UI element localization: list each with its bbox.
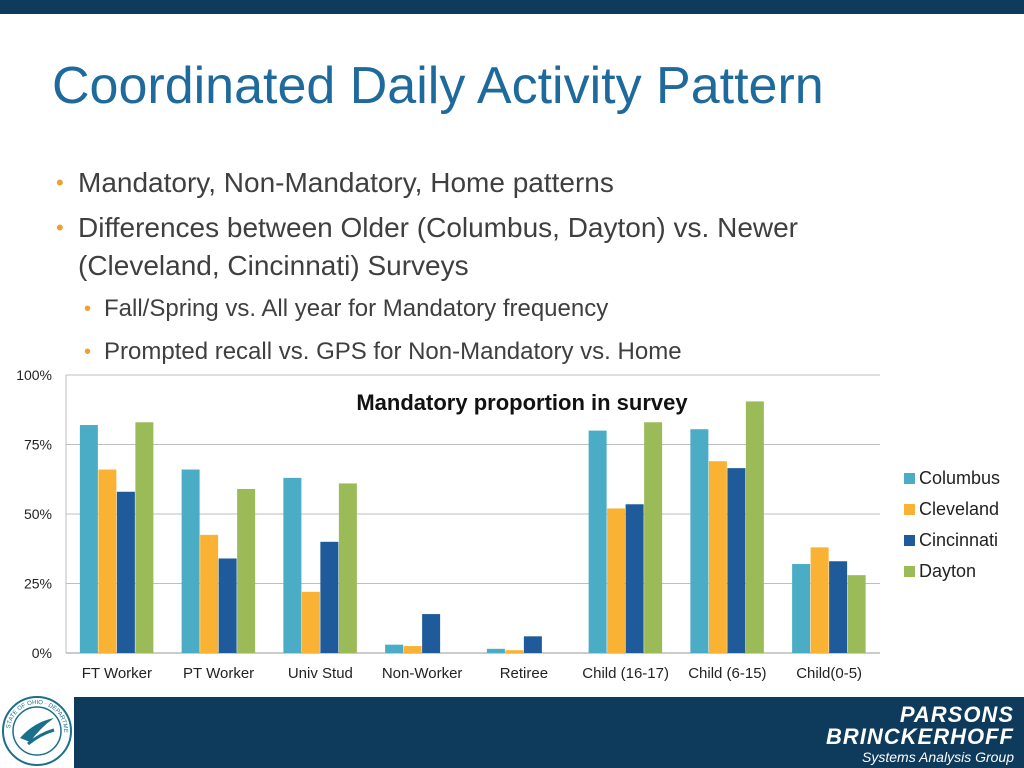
bar-dayton <box>237 488 256 653</box>
bar-dayton <box>745 401 764 653</box>
bar-cincinnati <box>218 558 237 653</box>
bar-columbus <box>181 469 200 653</box>
bar-columbus <box>588 430 607 653</box>
sub-bullet-text: Prompted recall vs. GPS for Non-Mandator… <box>104 338 682 365</box>
bullet-text: Differences between Older (Columbus, Day… <box>78 212 799 243</box>
legend-label: Cleveland <box>919 499 999 519</box>
chart-title: Mandatory proportion in survey <box>356 390 688 415</box>
bar-cleveland <box>403 646 422 653</box>
legend-label: Cincinnati <box>919 530 998 550</box>
legend-swatch <box>904 473 915 484</box>
company-logo: PARSONS BRINCKERHOFF Systems Analysis Gr… <box>826 704 1014 766</box>
legend-swatch <box>904 504 915 515</box>
bar-dayton <box>338 483 357 653</box>
bullet-text: Mandatory, Non-Mandatory, Home patterns <box>78 167 614 198</box>
company-name-line2: BRINCKERHOFF <box>826 724 1014 749</box>
bar-cincinnati <box>625 504 644 653</box>
bar-cincinnati <box>523 636 542 653</box>
bar-dayton <box>847 575 866 653</box>
bar-cleveland <box>301 591 320 653</box>
bullet-dot-icon: • <box>56 215 64 240</box>
sub-bullet-item: • Prompted recall vs. GPS for Non-Mandat… <box>84 336 682 368</box>
company-name-line1: PARSONS <box>899 702 1014 727</box>
bar-cleveland <box>708 461 727 653</box>
bullet-dot-icon: • <box>56 170 64 195</box>
bar-cincinnati <box>727 468 746 653</box>
bar-cleveland <box>98 469 117 653</box>
x-tick-label: Child(0-5) <box>796 665 862 682</box>
bar-cincinnati <box>829 561 848 653</box>
bullet-dot-icon: • <box>84 298 92 320</box>
bar-cleveland <box>810 547 829 653</box>
y-tick-label: 25% <box>24 576 52 592</box>
bar-cincinnati <box>422 614 441 653</box>
bar-dayton <box>644 422 663 653</box>
bar-cleveland <box>200 534 219 653</box>
legend-label: Columbus <box>919 468 1000 488</box>
bar-columbus <box>486 648 505 653</box>
bar-cincinnati <box>116 491 135 653</box>
x-tick-label: Child (6-15) <box>688 665 766 682</box>
bar-cincinnati <box>320 541 339 653</box>
bar-dayton <box>135 422 154 653</box>
bullet-item: • Mandatory, Non-Mandatory, Home pattern… <box>56 164 614 202</box>
x-tick-label: PT Worker <box>183 665 254 682</box>
x-tick-label: Child (16-17) <box>582 665 669 682</box>
bar-cleveland <box>607 508 626 653</box>
footer-bar <box>0 697 1024 768</box>
x-tick-label: Univ Stud <box>288 665 353 682</box>
y-tick-label: 75% <box>24 437 52 453</box>
bullet-text: (Cleveland, Cincinnati) Surveys <box>78 250 469 281</box>
x-tick-label: Non-Worker <box>382 665 463 682</box>
legend-label: Dayton <box>919 561 976 581</box>
bar-columbus <box>792 564 811 653</box>
y-tick-label: 50% <box>24 506 52 522</box>
slide-title: Coordinated Daily Activity Pattern <box>52 57 824 115</box>
bullet-item-continuation: (Cleveland, Cincinnati) Surveys <box>78 247 469 285</box>
bullet-list: • Mandatory, Non-Mandatory, Home pattern… <box>0 0 1024 380</box>
sub-bullet-item: • Fall/Spring vs. All year for Mandatory… <box>84 293 609 325</box>
bar-columbus <box>385 644 404 653</box>
legend-swatch <box>904 535 915 546</box>
bullet-item: • Differences between Older (Columbus, D… <box>56 209 799 247</box>
bar-cleveland <box>505 650 524 653</box>
y-tick-label: 0% <box>32 645 52 661</box>
bar-columbus <box>283 477 302 653</box>
top-accent-bar <box>0 0 1024 14</box>
bar-columbus <box>79 425 98 653</box>
bar-chart: 0% 25% 50% 75% 100% FT Worker PT Worker Univ St… <box>16 367 1000 682</box>
bullet-dot-icon: • <box>84 341 92 363</box>
x-tick-label: Retiree <box>500 665 548 682</box>
odot-logo: STATE OF OHIO · DEPARTMENT OF TRANSPORTA… <box>0 694 74 768</box>
x-tick-label: FT Worker <box>82 665 152 682</box>
bar-columbus <box>690 429 709 653</box>
company-group-name: Systems Analysis Group <box>862 749 1014 765</box>
legend-swatch <box>904 566 915 577</box>
sub-bullet-text: Fall/Spring vs. All year for Mandatory f… <box>104 295 609 322</box>
y-tick-label: 100% <box>16 367 52 383</box>
